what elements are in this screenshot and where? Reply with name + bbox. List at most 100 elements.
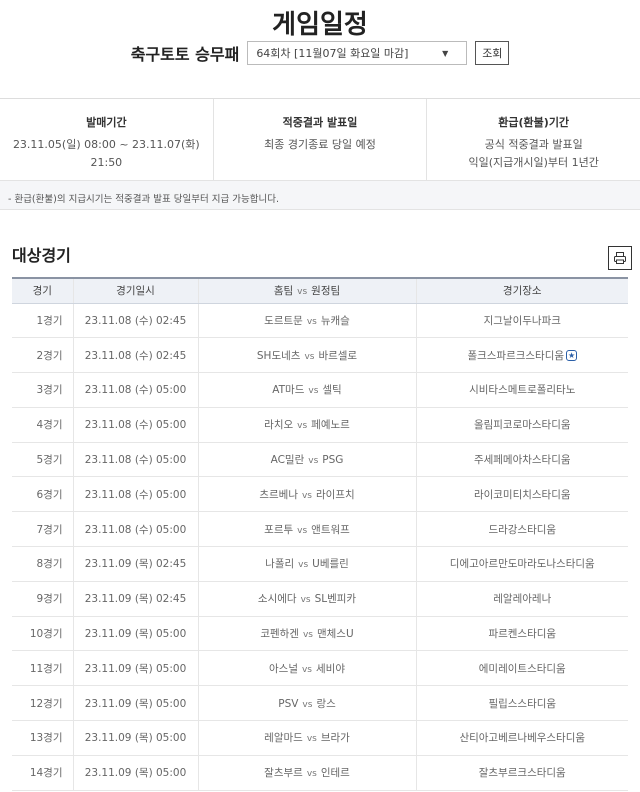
vs-label: vs bbox=[297, 525, 308, 536]
venue-name: 에미레이트스타디움 bbox=[478, 662, 566, 675]
away-team: 뉴캐슬 bbox=[320, 314, 350, 327]
match-venue: 디에고아르만도마라도나스타디움 bbox=[415, 546, 628, 582]
round-select-value: 64회차 [11월07일 화요일 마감] bbox=[256, 47, 409, 60]
venue-name: 필립스스타디움 bbox=[488, 697, 557, 710]
printer-icon bbox=[614, 252, 626, 264]
match-no: 11경기 bbox=[12, 650, 73, 687]
venue-name: 잘츠부르크스타디움 bbox=[478, 767, 566, 780]
match-datetime: 23.11.09 (목) 02:45 bbox=[72, 581, 198, 617]
table-row: 4경기 23.11.08 (수) 05:00 라치오 vs 페예노르 올림피코로마스… bbox=[12, 407, 628, 443]
match-teams: AT마드 vs 셀틱 bbox=[197, 372, 416, 408]
vs-label: vs bbox=[304, 351, 315, 362]
match-teams: 나폴리 vs U베를린 bbox=[197, 546, 416, 582]
match-teams: PSV vs 랑스 bbox=[197, 685, 416, 722]
match-teams: 아스널 vs 세비야 bbox=[197, 650, 416, 687]
match-teams: SH도네츠 vs 바르셀로 bbox=[197, 337, 416, 374]
match-venue: 지그날이두나파크 bbox=[415, 303, 628, 339]
info-line: 최종 경기종료 당일 예정 bbox=[264, 138, 376, 151]
vs-label: vs bbox=[306, 734, 317, 745]
info-heading: 환급(환불)기간 bbox=[498, 116, 570, 129]
home-team: 코펜하겐 bbox=[260, 628, 299, 641]
info-heading: 발매기간 bbox=[86, 116, 127, 129]
away-team: 맨체스U bbox=[316, 628, 354, 641]
table-row: 12경기 23.11.09 (목) 05:00 PSV vs 랑스 필립스스타디움 bbox=[12, 685, 628, 722]
vs-label: vs bbox=[306, 769, 317, 780]
vs-label: vs bbox=[301, 490, 312, 501]
home-team: AT마드 bbox=[272, 384, 305, 397]
venue-name: 올림피코로마스타디움 bbox=[473, 419, 571, 432]
vs-label: vs bbox=[301, 664, 312, 675]
info-panel: 발매기간 23.11.05(일) 08:00 ~ 23.11.07(화) 21:5… bbox=[0, 98, 640, 180]
away-team: U베를린 bbox=[312, 558, 349, 571]
match-datetime: 23.11.09 (목) 05:00 bbox=[72, 616, 198, 652]
caret-down-icon: ▼ bbox=[442, 48, 449, 58]
match-no: 13경기 bbox=[12, 720, 73, 756]
venue-name: 주세페메아차스타디움 bbox=[473, 454, 571, 467]
info-col: 환급(환불)기간 공식 적중결과 발표일 익일(지급개시일)부터 1년간 bbox=[427, 99, 640, 180]
match-venue: 잘츠부르크스타디움 bbox=[415, 755, 628, 791]
vs-label: vs bbox=[302, 699, 313, 710]
home-team: SH도네츠 bbox=[256, 349, 301, 362]
col-datetime: 경기일시 bbox=[72, 277, 198, 304]
venue-name: 폴크스파르크스타디움 bbox=[467, 349, 565, 362]
print-button[interactable] bbox=[608, 246, 632, 270]
game-label: 축구토토 승무패 bbox=[130, 45, 240, 64]
match-datetime: 23.11.09 (목) 02:45 bbox=[72, 546, 198, 582]
away-team: 라이프치 bbox=[316, 488, 355, 501]
table-row: 2경기 23.11.08 (수) 02:45 SH도네츠 vs 바르셀로 폴크스파르… bbox=[12, 337, 628, 374]
refund-note: - 환급(환불)의 지급시기는 적중결과 발표 당일부터 지급 가능합니다. bbox=[0, 180, 640, 210]
match-venue: 산티아고베르나베우스타디움 bbox=[415, 720, 628, 756]
match-teams: 츠르베나 vs 라이프치 bbox=[197, 476, 416, 513]
match-teams: 라치오 vs 페예노르 bbox=[197, 407, 416, 443]
match-datetime: 23.11.08 (수) 05:00 bbox=[72, 442, 198, 478]
table-row: 14경기 23.11.09 (목) 05:00 잘츠부르 vs 인테르 잘츠부르크스… bbox=[12, 755, 628, 791]
col-no: 경기 bbox=[12, 277, 73, 304]
col-teams: 홈팀 vs 원정팀 bbox=[197, 277, 416, 304]
round-select[interactable]: 64회차 [11월07일 화요일 마감] ▼ bbox=[247, 41, 468, 65]
venue-name: 산티아고베르나베우스타디움 bbox=[459, 732, 586, 745]
vs-label: vs bbox=[306, 316, 317, 327]
away-team: 앤트워프 bbox=[311, 523, 350, 536]
home-team: 츠르베나 bbox=[259, 488, 298, 501]
home-team: 잘츠부르 bbox=[264, 767, 303, 780]
match-venue: 시비타스메트로폴리타노 bbox=[415, 372, 628, 408]
match-no: 6경기 bbox=[12, 476, 73, 513]
match-datetime: 23.11.08 (수) 02:45 bbox=[72, 337, 198, 374]
match-no: 5경기 bbox=[12, 442, 73, 478]
match-teams: 소시에다 vs SL벤피카 bbox=[197, 581, 416, 617]
table-row: 3경기 23.11.08 (수) 05:00 AT마드 vs 셀틱 시비타스메트로폴… bbox=[12, 372, 628, 408]
away-team: 셀틱 bbox=[322, 384, 342, 397]
vs-label: vs bbox=[297, 421, 308, 432]
match-venue: 드라강스타디움 bbox=[415, 511, 628, 548]
search-button[interactable]: 조회 bbox=[475, 41, 510, 65]
home-team: 포르투 bbox=[264, 523, 294, 536]
venue-name: 디에고아르만도마라도나스타디움 bbox=[449, 558, 595, 571]
match-venue: 올림피코로마스타디움 bbox=[415, 407, 628, 443]
match-datetime: 23.11.09 (목) 05:00 bbox=[72, 755, 198, 791]
match-no: 14경기 bbox=[12, 755, 73, 791]
table-row: 6경기 23.11.08 (수) 05:00 츠르베나 vs 라이프치 라이코미티치… bbox=[12, 476, 628, 513]
match-no: 8경기 bbox=[12, 546, 73, 582]
home-team: PSV bbox=[278, 697, 299, 710]
away-team: SL벤피카 bbox=[314, 593, 357, 606]
away-team: 바르셀로 bbox=[318, 349, 358, 362]
home-team: 소시에다 bbox=[257, 593, 297, 606]
vs-label: vs bbox=[308, 386, 319, 397]
page-title: 게임일정 bbox=[272, 10, 368, 40]
info-col: 적중결과 발표일 최종 경기종료 당일 예정 bbox=[214, 99, 428, 180]
round-selector-row: 축구토토 승무패 64회차 [11월07일 화요일 마감] ▼ 조회 bbox=[0, 41, 640, 65]
vs-label: vs bbox=[298, 560, 309, 571]
match-teams: 잘츠부르 vs 인테르 bbox=[197, 755, 416, 791]
table-row: 10경기 23.11.09 (목) 05:00 코펜하겐 vs 맨체스U 파르켄스타… bbox=[12, 616, 628, 652]
away-team: PSG bbox=[322, 454, 344, 467]
home-team: 나폴리 bbox=[265, 558, 295, 571]
away-team: 세비야 bbox=[316, 662, 345, 675]
away-team: 랑스 bbox=[316, 697, 336, 710]
match-venue: 주세페메아차스타디움 bbox=[415, 442, 628, 478]
match-no: 12경기 bbox=[12, 685, 73, 722]
venue-name: 파르켄스타디움 bbox=[488, 628, 557, 641]
star-icon[interactable]: ★ bbox=[566, 350, 578, 362]
match-no: 7경기 bbox=[12, 511, 73, 548]
home-team: 도르트문 bbox=[264, 314, 303, 327]
vs-label: vs bbox=[302, 630, 313, 641]
